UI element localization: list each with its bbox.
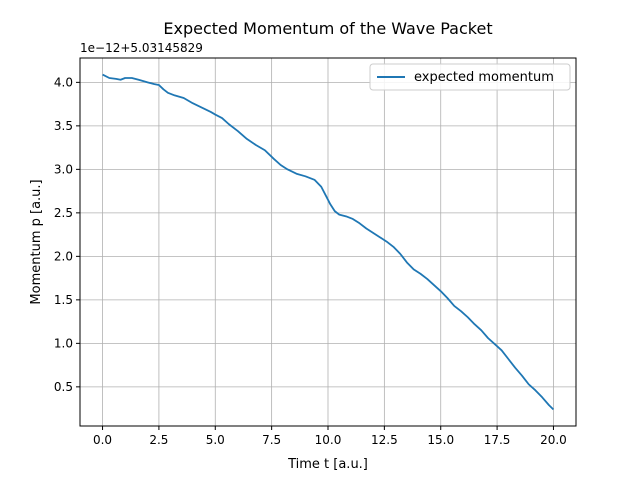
y-axis-label: Momentum p [a.u.] <box>29 179 44 304</box>
x-axis-label: Time t [a.u.] <box>287 457 368 472</box>
y-tick-label: 1.0 <box>54 336 73 350</box>
x-tick-label: 5.0 <box>206 433 225 447</box>
x-tick-label: 15.0 <box>427 433 454 447</box>
y-axis-ticks: 0.5 1.0 1.5 2.0 2.5 3.0 3.5 4.0 <box>54 75 80 394</box>
y-tick-label: 2.5 <box>54 206 73 220</box>
x-tick-label: 10.0 <box>315 433 342 447</box>
x-tick-label: 12.5 <box>371 433 398 447</box>
y-tick-label: 2.0 <box>54 249 73 263</box>
series-layer <box>102 73 555 411</box>
x-tick-label: 17.5 <box>484 433 511 447</box>
y-tick-label: 3.5 <box>54 119 73 133</box>
y-tick-label: 0.5 <box>54 380 73 394</box>
x-tick-label: 7.5 <box>262 433 281 447</box>
y-offset-text: 1e−12+5.03145829 <box>80 41 203 55</box>
x-axis-ticks: 0.0 2.5 5.0 7.5 10.0 12.5 15.0 17.5 20.0 <box>93 426 567 447</box>
x-tick-label: 2.5 <box>149 433 168 447</box>
x-tick-label: 20.0 <box>540 433 567 447</box>
legend: expected momentum <box>369 63 571 91</box>
y-tick-label: 1.5 <box>54 293 73 307</box>
y-tick-label: 4.0 <box>54 75 73 89</box>
series-line-expected-momentum <box>102 73 555 411</box>
y-tick-label: 3.0 <box>54 162 73 176</box>
x-tick-label: 0.0 <box>93 433 112 447</box>
legend-label: expected momentum <box>414 70 554 85</box>
chart-title: Expected Momentum of the Wave Packet <box>163 19 492 38</box>
legend-box <box>369 63 571 91</box>
